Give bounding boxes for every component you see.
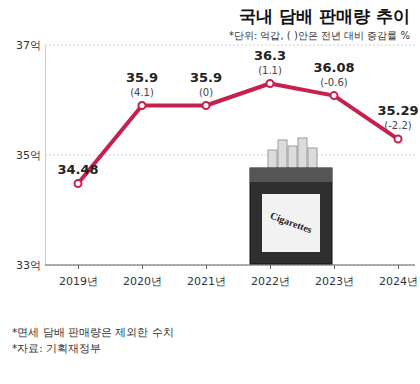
x-tick-label: 2019년 bbox=[59, 275, 98, 288]
x-tick-mark bbox=[398, 265, 399, 269]
y-tick: 35억 bbox=[16, 149, 45, 162]
x-tick-mark bbox=[206, 265, 207, 269]
line bbox=[78, 84, 398, 184]
x-tick-label: 2021년 bbox=[187, 275, 226, 288]
marker bbox=[75, 180, 82, 187]
x-axis: 2019년 2020년 2021년 2022년 2023년 2024년 bbox=[45, 265, 418, 288]
x-tick-mark bbox=[142, 265, 143, 269]
note: *면세 담배 판매량은 제외한 수치 bbox=[12, 326, 174, 338]
illustration-box bbox=[250, 168, 332, 264]
y-axis-line bbox=[45, 46, 46, 266]
x-tick-label: 2023년 bbox=[315, 275, 354, 288]
x-tick-label: 2024년 bbox=[379, 275, 418, 288]
y-tick-label: 33억 bbox=[16, 259, 41, 272]
x-tick-mark bbox=[270, 265, 271, 269]
grid bbox=[45, 45, 415, 265]
marker bbox=[395, 136, 402, 143]
x-tick: 2020년 bbox=[123, 265, 162, 288]
data-label: 35.9 bbox=[126, 70, 158, 85]
change-label: (4.1) bbox=[130, 87, 154, 98]
data-label: 34.48 bbox=[57, 162, 98, 177]
x-tick: 2024년 bbox=[379, 265, 418, 288]
grid-line bbox=[45, 265, 415, 266]
note: *자료: 기획재정부 bbox=[12, 342, 101, 354]
illustration-label bbox=[262, 194, 320, 252]
title: 국내 담배 판매량 추이 bbox=[239, 6, 410, 26]
chart: 국내 담배 판매량 추이 *단위: 억갑, ( )안은 전년 대비 증감률 % 33… bbox=[0, 0, 420, 384]
illustration-text: Cigarettes bbox=[269, 210, 314, 235]
data-label: 36.08 bbox=[313, 60, 354, 75]
y-tick-label: 35억 bbox=[16, 149, 41, 162]
plot-area bbox=[75, 80, 402, 187]
x-tick-mark bbox=[78, 265, 79, 269]
illustration: Cigarettes bbox=[250, 138, 332, 264]
x-tick-label: 2020년 bbox=[123, 275, 162, 288]
data-label: 36.3 bbox=[254, 48, 286, 63]
x-tick: 2023년 bbox=[315, 265, 354, 288]
grid-line bbox=[45, 45, 415, 46]
data-label: 35.9 bbox=[190, 70, 222, 85]
y-tick: 37억 bbox=[16, 39, 45, 52]
x-tick-mark bbox=[334, 265, 335, 269]
x-tick: 2021년 bbox=[187, 265, 226, 288]
x-axis-line bbox=[45, 265, 415, 266]
y-axis: 33억 35억 37억 bbox=[16, 39, 46, 272]
data-labels: 34.48 35.9 (4.1) 35.9 (0) 36.3 (1.1) 36.08 (-0.6… bbox=[57, 48, 418, 177]
data-label: 35.29 bbox=[377, 103, 418, 118]
change-label: (-0.6) bbox=[320, 77, 347, 88]
marker bbox=[331, 92, 338, 99]
illustration-lid bbox=[250, 168, 332, 182]
change-label: (1.1) bbox=[258, 65, 282, 76]
marker bbox=[267, 80, 274, 87]
x-tick-label: 2022년 bbox=[251, 275, 290, 288]
marker bbox=[139, 102, 146, 109]
marker bbox=[203, 102, 210, 109]
x-tick: 2022년 bbox=[251, 265, 290, 288]
change-label: (-2.2) bbox=[384, 120, 411, 131]
x-tick: 2019년 bbox=[59, 265, 98, 288]
y-tick-label: 37억 bbox=[16, 39, 41, 52]
subtitle: *단위: 억갑, ( )안은 전년 대비 증감률 % bbox=[229, 30, 410, 41]
y-tick: 33억 bbox=[16, 259, 45, 272]
change-label: (0) bbox=[199, 87, 213, 98]
